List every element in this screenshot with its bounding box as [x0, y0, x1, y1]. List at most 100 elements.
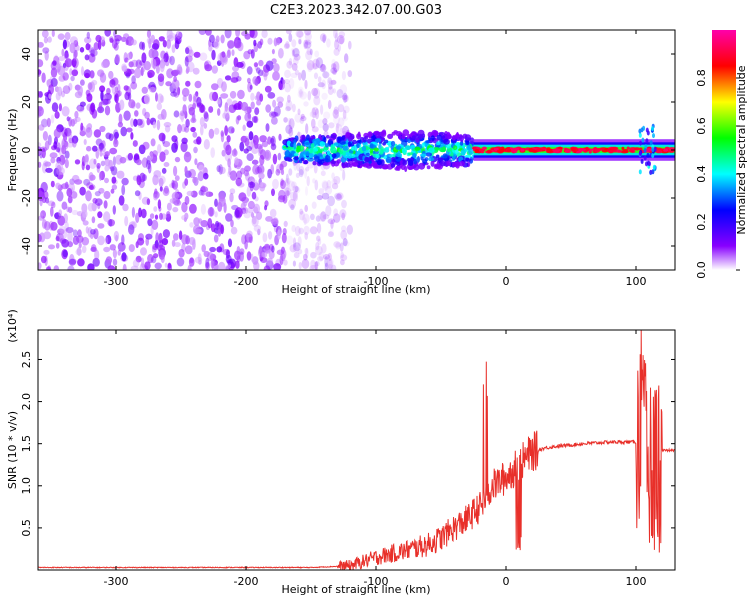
heatmap-cell: [173, 233, 179, 241]
heatmap-cell: [103, 246, 111, 253]
heatmap-cell: [284, 69, 291, 79]
heatmap-cell: [111, 39, 118, 49]
heatmap-cell: [159, 186, 163, 192]
heatmap-cell: [57, 33, 65, 40]
heatmap-cell: [286, 60, 293, 69]
heatmap-cell: [290, 204, 295, 211]
heatmap-cell: [47, 200, 55, 207]
heatmap-cell: [197, 253, 202, 263]
heatmap-cell: [255, 67, 261, 74]
heatmap-cell: [292, 48, 300, 58]
heatmap-cell: [40, 210, 46, 219]
heatmap-cell: [284, 157, 292, 162]
heatmap-cell: [178, 230, 183, 240]
heatmap-cell: [280, 248, 287, 260]
heatmap-cell: [375, 138, 382, 143]
heatmap-cell: [55, 242, 60, 249]
heatmap-cell: [320, 63, 326, 71]
heatmap-cell: [643, 148, 647, 153]
heatmap-cell: [317, 256, 324, 262]
heatmap-cell: [77, 258, 85, 267]
snr-y-axis-label: SNR (10 * v/v): [6, 411, 19, 489]
heatmap-cell: [138, 144, 146, 155]
heatmap-cell: [251, 159, 259, 165]
heatmap-cell: [243, 169, 249, 177]
heatmap-cell: [104, 30, 111, 37]
heatmap-cell: [293, 242, 301, 252]
heatmap-cell: [331, 172, 335, 180]
heatmap-cell: [135, 241, 139, 249]
heatmap-cell: [338, 31, 346, 38]
heatmap-cell: [200, 185, 206, 196]
snr-frame: [37, 329, 676, 571]
heatmap-cell: [57, 228, 65, 235]
heatmap-cell: [85, 127, 93, 138]
heatmap-cell: [646, 152, 650, 158]
heatmap-cell: [404, 145, 412, 150]
heatmap-cell: [342, 241, 350, 247]
heatmap-cell: [128, 99, 136, 109]
heatmap-cell: [226, 259, 233, 265]
heatmap-cell: [121, 252, 127, 262]
heatmap-cell: [339, 140, 346, 145]
heatmap-cell: [203, 139, 210, 150]
heatmap-y-axis-label: Frequency (Hz): [6, 109, 19, 192]
heatmap-cell: [292, 237, 297, 248]
heatmap-cell: [62, 39, 67, 50]
heatmap-cell: [192, 131, 198, 138]
heatmap-cell: [233, 103, 242, 110]
y-tick-label: -20: [20, 189, 33, 207]
heatmap-cell: [322, 253, 331, 260]
heatmap-cell: [309, 48, 313, 56]
heatmap-cell: [44, 221, 51, 231]
heatmap-cell: [166, 211, 171, 218]
heatmap-cell: [81, 66, 84, 76]
heatmap-cell: [319, 33, 327, 42]
heatmap-cell: [335, 123, 343, 135]
heatmap-cell: [77, 85, 83, 96]
heatmap-cell: [315, 242, 320, 251]
heatmap-cell: [294, 69, 299, 76]
heatmap-cell: [261, 69, 269, 77]
heatmap-cell: [331, 264, 337, 270]
heatmap-cell: [258, 145, 263, 155]
heatmap-cell: [621, 146, 625, 150]
heatmap-cell: [398, 134, 402, 140]
heatmap-cell: [326, 135, 330, 139]
heatmap-cell: [256, 99, 262, 106]
heatmap-cell: [181, 215, 187, 221]
y-tick-label: 0.5: [20, 519, 33, 537]
heatmap-cell: [193, 217, 200, 226]
heatmap-cell: [267, 136, 272, 145]
heatmap-cell: [298, 262, 302, 270]
heatmap-cell: [645, 138, 649, 144]
heatmap-cell: [288, 127, 294, 137]
heatmap-cell: [66, 142, 74, 148]
heatmap-cell: [315, 138, 321, 145]
heatmap-cell: [58, 103, 63, 112]
heatmap-cell: [158, 232, 163, 244]
heatmap-cell: [643, 155, 647, 161]
heatmap-cell: [317, 119, 324, 129]
heatmap-cell: [217, 228, 222, 237]
heatmap-cell: [170, 91, 178, 97]
heatmap-cell: [167, 262, 172, 269]
heatmap-cell: [205, 262, 210, 270]
heatmap-cell: [159, 212, 163, 220]
heatmap-cell: [151, 43, 159, 50]
heatmap-cell: [86, 182, 94, 189]
heatmap-cell: [120, 126, 127, 137]
heatmap-cell: [154, 214, 159, 220]
heatmap-cell: [74, 110, 79, 119]
heatmap-cell: [176, 257, 185, 267]
heatmap-cell: [258, 172, 265, 180]
heatmap-cell: [252, 256, 259, 265]
heatmap-cell: [158, 175, 166, 185]
heatmap-cell: [332, 109, 339, 119]
heatmap-cell: [127, 152, 133, 161]
heatmap-cell: [305, 166, 310, 172]
heatmap-cell: [340, 156, 347, 163]
heatmap-cell: [117, 242, 126, 252]
heatmap-cell: [221, 51, 226, 58]
heatmap-cell: [321, 243, 327, 254]
